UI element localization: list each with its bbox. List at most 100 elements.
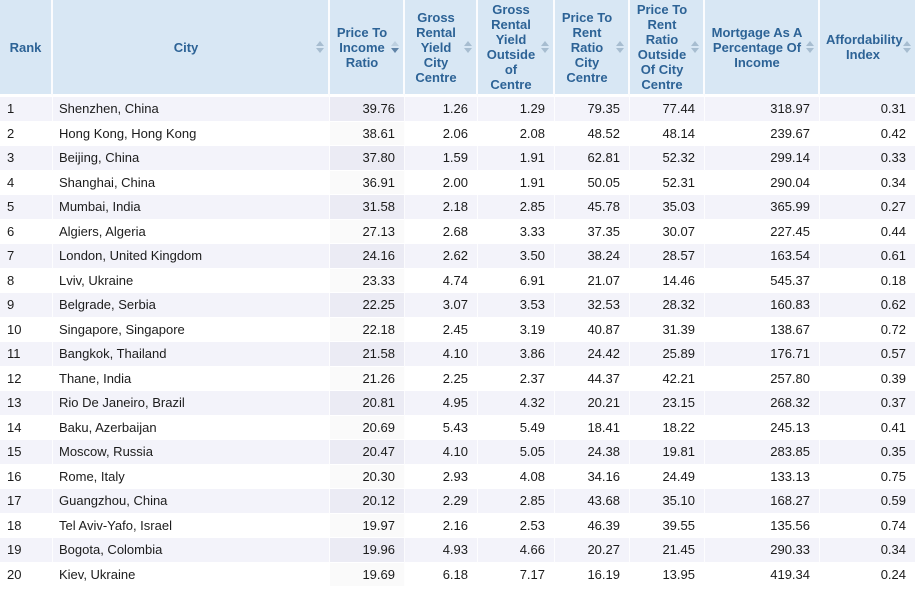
cell-gross_rental_yield_city_centre: 4.95: [405, 391, 478, 416]
cell-price_to_income_ratio: 24.16: [330, 244, 405, 269]
column-header-label: Rank: [9, 39, 42, 55]
cell-price_to_rent_ratio_outside_of_city_centre: 23.15: [630, 391, 705, 416]
sort-both-icon: [690, 41, 699, 53]
cell-price_to_income_ratio: 23.33: [330, 268, 405, 293]
cell-price_to_income_ratio: 22.25: [330, 293, 405, 318]
column-header-gross_rental_yield_outside_of_centre[interactable]: Gross Rental Yield Outside of Centre: [478, 0, 555, 97]
cell-affordability_index: 0.61: [820, 244, 915, 269]
cell-city: Mumbai, India: [53, 195, 330, 220]
cell-price_to_rent_ratio_city_centre: 43.68: [555, 489, 630, 514]
cell-affordability_index: 0.33: [820, 146, 915, 171]
table-row: 1 Shenzhen, China 39.76 1.26 1.29 79.35 77.44 3…: [0, 97, 915, 122]
column-header-mortgage_as_a_percentage_of_income[interactable]: Mortgage As A Percentage Of Income: [705, 0, 820, 97]
cell-price_to_income_ratio: 38.61: [330, 121, 405, 146]
cell-price_to_rent_ratio_city_centre: 48.52: [555, 121, 630, 146]
cell-price_to_rent_ratio_city_centre: 44.37: [555, 366, 630, 391]
sort-both-icon: [805, 41, 814, 53]
cell-city: Guangzhou, China: [53, 489, 330, 514]
cell-city: Algiers, Algeria: [53, 219, 330, 244]
cell-affordability_index: 0.18: [820, 269, 915, 293]
cell-city: Lviv, Ukraine: [53, 268, 330, 293]
table-row: 8 Lviv, Ukraine 23.33 4.74 6.91 21.07 14.46 545…: [0, 268, 915, 293]
sort-up-arrow: [540, 41, 549, 46]
cell-affordability_index: 0.39: [820, 367, 915, 391]
cell-gross_rental_yield_city_centre: 2.00: [405, 170, 478, 195]
cell-city: Kiev, Ukraine: [53, 562, 330, 587]
cell-affordability_index: 0.42: [820, 122, 915, 146]
cell-price_to_rent_ratio_outside_of_city_centre: 39.55: [630, 513, 705, 538]
cell-gross_rental_yield_city_centre: 2.62: [405, 244, 478, 269]
cell-price_to_rent_ratio_outside_of_city_centre: 31.39: [630, 317, 705, 342]
cell-mortgage_as_a_percentage_of_income: 290.04: [705, 170, 820, 195]
table-row: 20 Kiev, Ukraine 19.69 6.18 7.17 16.19 13.95 41…: [0, 562, 915, 587]
column-header-price_to_income_ratio[interactable]: Price To Income Ratio: [330, 0, 405, 97]
cell-gross_rental_yield_city_centre: 6.18: [405, 562, 478, 587]
cell-price_to_rent_ratio_outside_of_city_centre: 13.95: [630, 562, 705, 587]
sort-down-arrow: [463, 48, 472, 53]
sort-up-arrow: [390, 41, 399, 46]
sort-both-icon: [540, 41, 549, 53]
cell-city: Baku, Azerbaijan: [53, 415, 330, 440]
column-header-gross_rental_yield_city_centre[interactable]: Gross Rental Yield City Centre: [405, 0, 478, 97]
cell-rank: 13: [0, 391, 53, 416]
cell-mortgage_as_a_percentage_of_income: 299.14: [705, 146, 820, 171]
cell-price_to_rent_ratio_outside_of_city_centre: 52.31: [630, 170, 705, 195]
cell-affordability_index: 0.59: [820, 489, 915, 514]
table-row: 18 Tel Aviv-Yafo, Israel 19.97 2.16 2.53 46.3…: [0, 513, 915, 538]
column-header-city[interactable]: City: [53, 0, 330, 97]
sort-up-arrow: [805, 41, 814, 46]
cell-price_to_income_ratio: 39.76: [330, 97, 405, 122]
cell-gross_rental_yield_outside_of_centre: 1.91: [478, 170, 555, 195]
column-header-price_to_rent_ratio_city_centre[interactable]: Price To Rent Ratio City Centre: [555, 0, 630, 97]
cell-price_to_rent_ratio_city_centre: 21.07: [555, 268, 630, 293]
cell-price_to_rent_ratio_city_centre: 16.19: [555, 562, 630, 587]
cell-gross_rental_yield_outside_of_centre: 4.66: [478, 538, 555, 563]
sort-down-arrow: [690, 48, 699, 53]
cell-gross_rental_yield_city_centre: 4.74: [405, 268, 478, 293]
cell-price_to_rent_ratio_outside_of_city_centre: 14.46: [630, 268, 705, 293]
sort-down-arrow: [390, 48, 399, 53]
table-row: 5 Mumbai, India 31.58 2.18 2.85 45.78 35.03 365…: [0, 195, 915, 220]
cell-price_to_income_ratio: 20.12: [330, 489, 405, 514]
cell-city: Tel Aviv-Yafo, Israel: [53, 513, 330, 538]
cell-price_to_rent_ratio_city_centre: 40.87: [555, 317, 630, 342]
column-header-price_to_rent_ratio_outside_of_city_centre[interactable]: Price To Rent Ratio Outside Of City Cent…: [630, 0, 705, 97]
cell-mortgage_as_a_percentage_of_income: 163.54: [705, 244, 820, 269]
column-header-label: Price To Rent Ratio City Centre: [561, 9, 613, 85]
sort-down-arrow: [805, 48, 814, 53]
cell-price_to_income_ratio: 36.91: [330, 170, 405, 195]
cell-gross_rental_yield_outside_of_centre: 7.17: [478, 562, 555, 587]
cell-gross_rental_yield_city_centre: 2.06: [405, 121, 478, 146]
cell-gross_rental_yield_outside_of_centre: 2.85: [478, 195, 555, 220]
table-row: 3 Beijing, China 37.80 1.59 1.91 62.81 52.32 29…: [0, 146, 915, 171]
cell-price_to_rent_ratio_city_centre: 79.35: [555, 97, 630, 122]
sort-up-arrow: [463, 41, 472, 46]
sort-both-icon: [463, 41, 472, 53]
cell-gross_rental_yield_city_centre: 2.93: [405, 464, 478, 489]
cell-price_to_rent_ratio_city_centre: 50.05: [555, 170, 630, 195]
cell-rank: 12: [0, 366, 53, 391]
cell-gross_rental_yield_city_centre: 2.18: [405, 195, 478, 220]
cell-mortgage_as_a_percentage_of_income: 268.32: [705, 391, 820, 416]
column-header-affordability_index[interactable]: Affordability Index: [820, 0, 915, 97]
cell-price_to_income_ratio: 19.96: [330, 538, 405, 563]
cell-gross_rental_yield_city_centre: 1.59: [405, 146, 478, 171]
cell-gross_rental_yield_outside_of_centre: 1.29: [478, 97, 555, 122]
cell-affordability_index: 0.75: [820, 465, 915, 489]
cell-price_to_income_ratio: 21.26: [330, 366, 405, 391]
cell-rank: 20: [0, 562, 53, 587]
cell-mortgage_as_a_percentage_of_income: 160.83: [705, 293, 820, 318]
cell-affordability_index: 0.35: [820, 440, 915, 465]
cell-rank: 6: [0, 219, 53, 244]
cell-gross_rental_yield_outside_of_centre: 2.85: [478, 489, 555, 514]
sort-down-arrow: [615, 48, 624, 53]
cell-affordability_index: 0.37: [820, 391, 915, 416]
cell-price_to_rent_ratio_city_centre: 46.39: [555, 513, 630, 538]
cell-mortgage_as_a_percentage_of_income: 239.67: [705, 121, 820, 146]
cell-price_to_rent_ratio_outside_of_city_centre: 35.03: [630, 195, 705, 220]
table-row: 9 Belgrade, Serbia 22.25 3.07 3.53 32.53 28.32…: [0, 293, 915, 318]
cell-price_to_rent_ratio_city_centre: 24.42: [555, 342, 630, 367]
sort-both-icon: [902, 41, 911, 53]
cell-city: Rio De Janeiro, Brazil: [53, 391, 330, 416]
column-header-label: Price To Income Ratio: [336, 24, 388, 70]
